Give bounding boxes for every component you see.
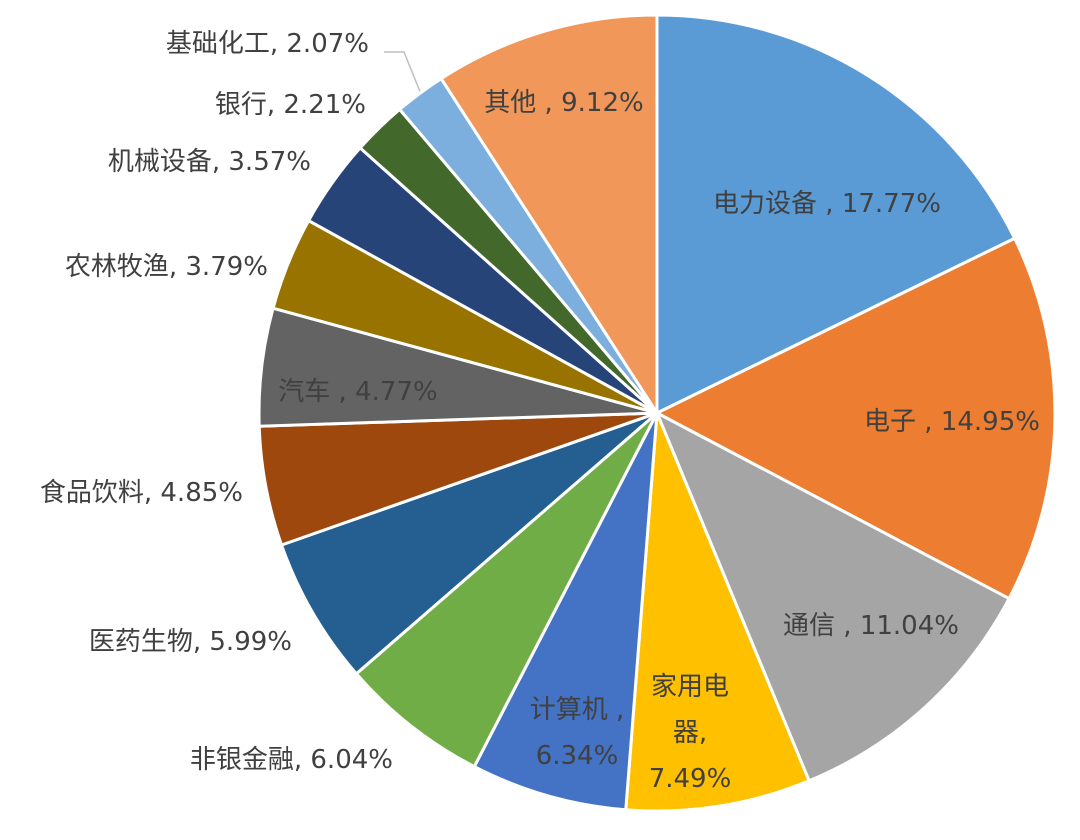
pie-slice-4 xyxy=(472,412,659,812)
slice-label-7: 食品饮料, 4.85% xyxy=(40,478,243,508)
slice-label-11: 银行, 2.21% xyxy=(215,90,366,120)
slice-label-12: 基础化工, 2.07% xyxy=(166,29,369,59)
pie-slice-13 xyxy=(439,13,659,419)
pie-slice-3 xyxy=(624,412,812,813)
slice-label-0: 电力设备 , 17.77% xyxy=(713,189,941,219)
slice-label-9: 农林牧渔, 3.79% xyxy=(65,252,268,282)
slice-label-5: 非银金融, 6.04% xyxy=(190,745,393,775)
slice-label-2: 通信 , 11.04% xyxy=(783,611,959,641)
slice-label-8: 汽车 , 4.77% xyxy=(278,377,437,407)
slice-label-1: 电子 , 14.95% xyxy=(864,407,1040,437)
slice-label-6: 医药生物, 5.99% xyxy=(89,627,292,657)
slice-label-4: 计算机 , 6.34% xyxy=(530,695,625,771)
slice-label-10: 机械设备, 3.57% xyxy=(108,147,311,177)
pie-slice-0 xyxy=(655,13,1017,416)
pie-slice-5 xyxy=(354,411,659,769)
pie-slice-2 xyxy=(654,409,1012,783)
slice-label-13: 其他 , 9.12% xyxy=(484,88,643,118)
pie-slice-1 xyxy=(653,236,1057,601)
leader-line xyxy=(384,51,421,92)
slice-label-3: 家用电器, 7.49% xyxy=(649,672,732,794)
pie-slice-6 xyxy=(279,411,658,676)
